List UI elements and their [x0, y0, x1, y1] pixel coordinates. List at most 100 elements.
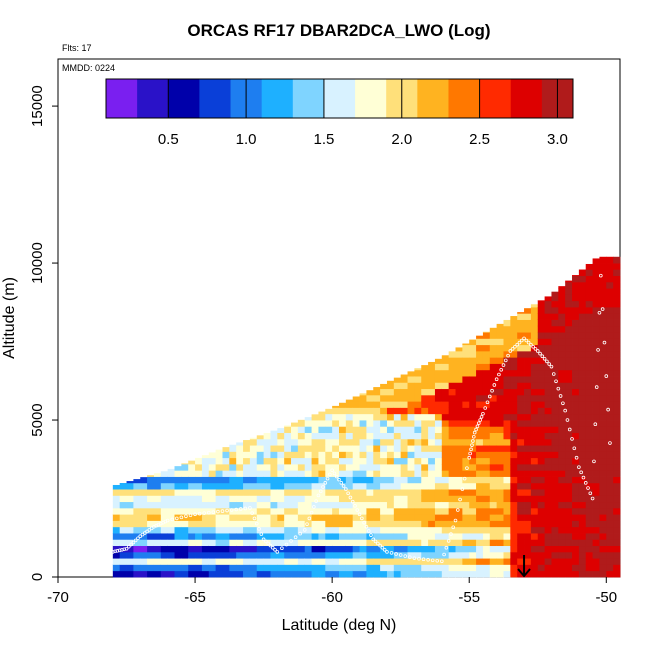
heatmap-cell [503, 551, 511, 559]
y-tick-label: 10000 [29, 242, 46, 284]
heatmap-cell [578, 300, 587, 308]
flight-track-point [460, 487, 465, 491]
heatmap-cell [530, 507, 539, 515]
heatmap-cell [222, 463, 230, 471]
heatmap-cell [345, 570, 354, 578]
heatmap-cell [482, 394, 491, 402]
heatmap-cell [291, 545, 299, 553]
heatmap-cell [291, 438, 299, 446]
heatmap-cell [243, 526, 251, 534]
heatmap-cell [496, 350, 504, 358]
heatmap-cell [578, 445, 587, 452]
heatmap-cell [153, 564, 162, 572]
heatmap-cell [249, 558, 258, 565]
heatmap-cell [606, 300, 614, 308]
heatmap-cell [606, 445, 614, 452]
heatmap-cell [380, 470, 388, 477]
heatmap-cell [400, 514, 408, 521]
heatmap-cell [222, 451, 230, 459]
heatmap-cell [291, 507, 299, 515]
heatmap-cell [537, 489, 546, 496]
heatmap-cell [455, 401, 463, 408]
heatmap-cell [613, 445, 621, 452]
flight-track-point [524, 338, 529, 343]
heatmap-cell [304, 451, 312, 459]
heatmap-cell [469, 401, 477, 408]
heatmap-cell [126, 507, 134, 515]
heatmap-cell [482, 376, 491, 383]
heatmap-cell [455, 388, 463, 396]
heatmap-cell [304, 501, 312, 509]
flight-track-point [421, 557, 426, 562]
heatmap-cell [517, 564, 525, 572]
heatmap-cell [510, 482, 518, 490]
flight-track-point [234, 507, 239, 512]
heatmap-cell [393, 451, 402, 459]
heatmap-cell [489, 457, 498, 465]
heatmap-cell [599, 407, 607, 415]
heatmap-cell [565, 338, 573, 346]
heatmap-cell [133, 482, 141, 490]
heatmap-cell [448, 438, 456, 446]
heatmap-cell [222, 495, 230, 503]
heatmap-cell [393, 501, 402, 509]
heatmap-cell [318, 426, 326, 433]
heatmap-cell [407, 394, 415, 402]
heatmap-cell [414, 564, 422, 572]
heatmap-cell [249, 470, 258, 477]
heatmap-cell [256, 435, 265, 440]
heatmap-cell [215, 476, 223, 484]
heatmap-cell [188, 520, 196, 528]
heatmap-cell [592, 307, 600, 314]
heatmap-cell [359, 470, 367, 477]
heatmap-cell [613, 394, 621, 402]
heatmap-cell [606, 551, 614, 559]
heatmap-cell [277, 520, 285, 528]
heatmap-cell [414, 413, 422, 421]
heatmap-cell [482, 332, 491, 339]
heatmap-cell [524, 501, 532, 509]
colorbar-swatch [168, 79, 200, 118]
heatmap-cell [434, 358, 443, 364]
heatmap-cell [599, 269, 607, 277]
heatmap-cell [455, 476, 463, 484]
heatmap-cell [476, 495, 484, 503]
heatmap-cell [229, 570, 237, 578]
heatmap-cell [489, 420, 498, 427]
heatmap-cell [421, 476, 429, 484]
heatmap-cell [489, 482, 498, 490]
heatmap-cell [517, 376, 525, 383]
heatmap-cell [530, 438, 539, 446]
heatmap-cell [428, 539, 436, 547]
heatmap-cell [167, 482, 175, 490]
heatmap-cell [263, 564, 271, 572]
heatmap-cell [503, 420, 511, 427]
colorbar-swatch [448, 79, 481, 118]
heatmap-cell [373, 495, 381, 503]
heatmap-cell [544, 426, 552, 433]
heatmap-cell [510, 376, 518, 383]
heatmap-cell [578, 269, 587, 277]
heatmap-cell [277, 451, 285, 459]
heatmap-cell [482, 438, 491, 446]
heatmap-cell [345, 432, 354, 440]
flight-track-point [225, 508, 229, 513]
heatmap-cell [140, 533, 148, 540]
heatmap-cell [126, 539, 134, 547]
heatmap-cell [140, 570, 148, 578]
heatmap-cell [606, 288, 614, 295]
heatmap-cell [592, 363, 600, 371]
heatmap-cell [263, 551, 271, 559]
heatmap-cell [503, 570, 511, 578]
heatmap-cell [565, 300, 573, 308]
heatmap-cell [565, 564, 573, 572]
heatmap-cell [236, 445, 244, 452]
heatmap-cell [277, 428, 285, 433]
heatmap-cell [400, 382, 408, 390]
heatmap-cell [558, 325, 566, 333]
heatmap-cell [482, 514, 491, 521]
heatmap-cell [325, 445, 333, 452]
heatmap-cell [572, 275, 580, 283]
heatmap-cell [119, 501, 127, 509]
